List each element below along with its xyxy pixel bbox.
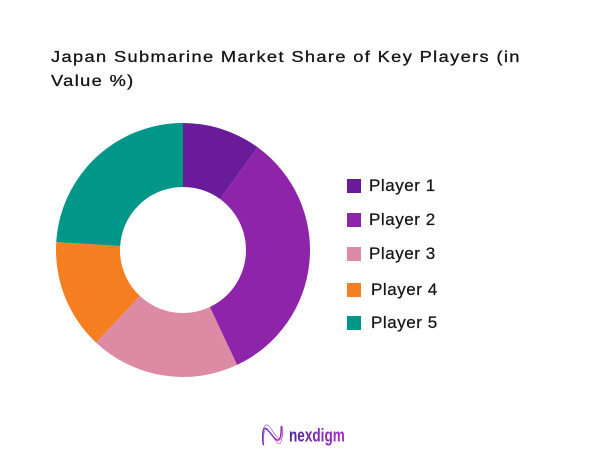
- svg-text:nexdigm: nexdigm: [289, 424, 345, 445]
